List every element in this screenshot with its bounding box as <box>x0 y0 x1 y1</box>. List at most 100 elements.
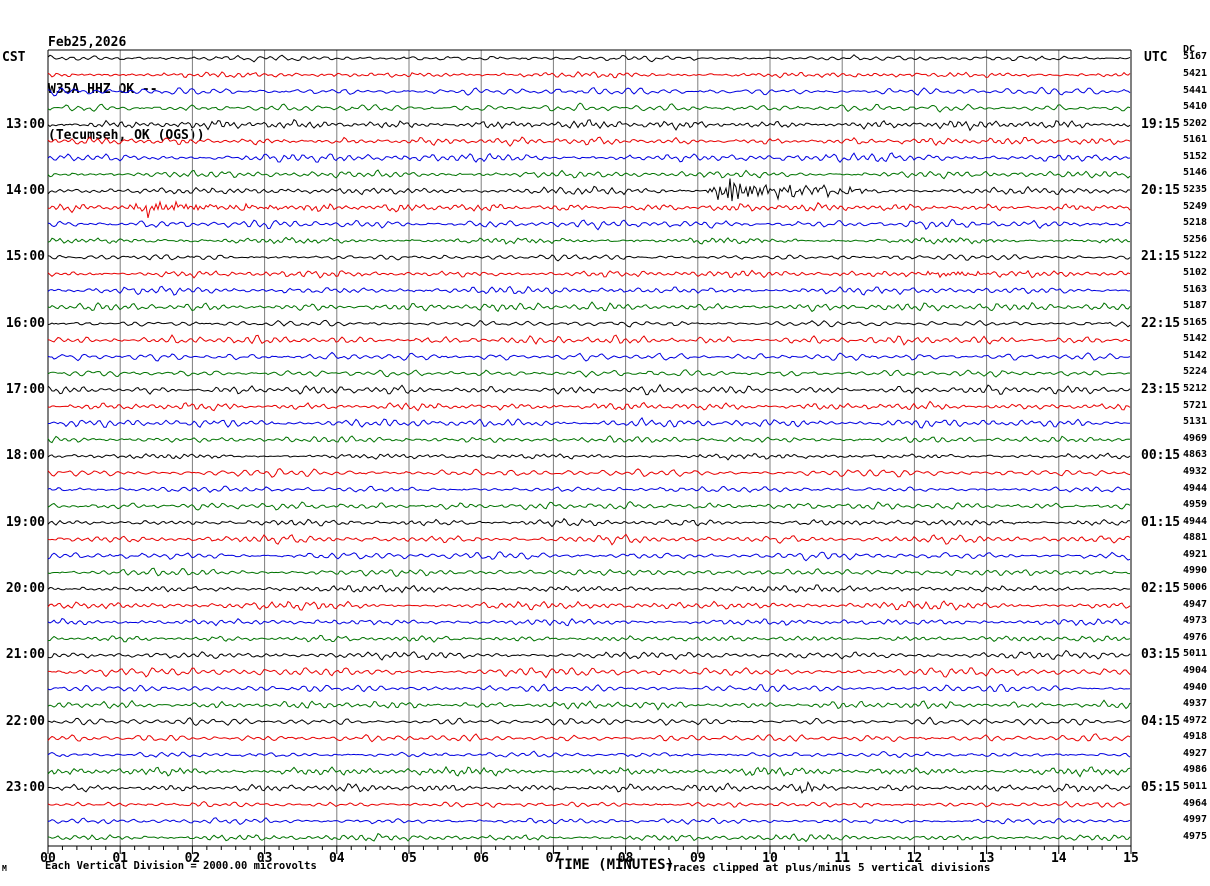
trace-row <box>47 551 1131 562</box>
x-axis-tick-label: 02 <box>184 851 201 866</box>
dc-offset-value: 5212 <box>1183 383 1208 394</box>
cst-hour-label: 20:00 <box>5 581 45 596</box>
dc-offset-value: 4932 <box>1183 465 1208 477</box>
trace-row <box>47 800 1131 808</box>
dc-column-header: DC <box>1183 44 1196 55</box>
header-station: W35A HHZ OK -- <box>48 81 158 97</box>
dc-offset-value: 5011 <box>1183 781 1208 792</box>
trace-row <box>47 584 1131 594</box>
trace-row <box>48 634 1131 643</box>
cst-hour-label: 19:00 <box>5 514 45 530</box>
dc-offset-value: 4990 <box>1183 565 1208 577</box>
dc-offset-value: 5187 <box>1183 300 1208 311</box>
x-axis-tick-label: 00 <box>40 851 56 866</box>
trace-row <box>47 699 1131 711</box>
trace-row <box>47 269 1131 279</box>
dc-offset-value: 5249 <box>1183 200 1208 212</box>
trace-row <box>47 236 1130 245</box>
dc-offset-value: 4944 <box>1183 482 1208 494</box>
dc-offset-value: 4927 <box>1183 747 1208 759</box>
x-axis-tick-label: 04 <box>328 851 345 866</box>
x-axis-tick-label: 14 <box>1050 851 1067 866</box>
cst-hour-label: 22:00 <box>5 713 45 729</box>
trace-row <box>47 468 1131 478</box>
trace-row <box>47 765 1131 778</box>
header-date: Feb25,2026 <box>48 35 127 50</box>
dc-offset-value: 4937 <box>1183 698 1208 709</box>
dc-offset-value: 5152 <box>1183 150 1208 162</box>
trace-row <box>48 200 1131 219</box>
trace-row <box>47 351 1131 362</box>
dc-offset-value: 4947 <box>1183 598 1208 610</box>
dc-offset-value: 5235 <box>1183 184 1208 195</box>
footer-scale-note: Each Vertical Division = 2000.00 microvo… <box>45 860 317 872</box>
utc-hour-label: 02:15 <box>1141 581 1181 596</box>
utc-hour-label: 20:15 <box>1141 183 1181 198</box>
dc-offset-value: 5142 <box>1183 333 1208 345</box>
trace-row <box>47 817 1131 825</box>
dc-offset-value: 4972 <box>1183 714 1208 726</box>
dc-offset-value: 5122 <box>1183 250 1208 262</box>
trace-row <box>47 485 1131 493</box>
x-axis-tick-label: 15 <box>1123 851 1139 866</box>
x-axis-tick-label: 06 <box>473 851 490 866</box>
trace-row <box>47 683 1131 693</box>
trace-row <box>47 517 1130 528</box>
dc-offset-value: 5441 <box>1183 84 1208 96</box>
dc-offset-value: 5131 <box>1183 416 1208 428</box>
dc-offset-value: 4997 <box>1183 814 1208 826</box>
left-axis-title: CST <box>2 50 26 65</box>
utc-hour-label: 23:15 <box>1141 382 1181 397</box>
dc-offset-value: 5224 <box>1183 366 1208 378</box>
trace-row <box>47 118 1131 132</box>
dc-offset-value: 4986 <box>1183 764 1208 776</box>
trace-row <box>47 301 1131 313</box>
trace-row <box>47 733 1131 743</box>
dc-offset-value: 5410 <box>1183 101 1208 112</box>
dc-offset-value: 5202 <box>1183 117 1208 129</box>
dc-offset-value: 5421 <box>1183 67 1208 79</box>
dc-offset-value: 4973 <box>1183 615 1208 627</box>
trace-row <box>47 832 1131 843</box>
trace-row <box>47 136 1131 147</box>
dc-offset-value: 4976 <box>1183 631 1208 643</box>
dc-offset-value: 5102 <box>1183 266 1208 278</box>
dc-offset-value: 5142 <box>1183 349 1208 361</box>
trace-row <box>47 178 1131 202</box>
trace-row <box>47 218 1131 231</box>
trace-row <box>47 253 1131 262</box>
dc-offset-value: 5721 <box>1183 399 1208 411</box>
x-axis-tick-label: 05 <box>401 851 417 866</box>
trace-row <box>47 500 1131 511</box>
trace-row <box>47 285 1131 296</box>
trace-row <box>48 667 1131 679</box>
utc-hour-label: 00:15 <box>1141 448 1181 464</box>
x-axis-tick-label: 11 <box>834 851 851 866</box>
x-axis-tick-label: 10 <box>762 851 778 866</box>
right-axis-title: UTC <box>1144 50 1168 65</box>
cst-hour-label: 14:00 <box>5 183 45 198</box>
trace-row <box>47 102 1131 113</box>
cst-hour-label: 18:00 <box>5 448 45 464</box>
trace-row <box>47 435 1131 444</box>
cst-hour-label: 17:00 <box>5 382 45 397</box>
trace-row <box>47 452 1131 461</box>
trace-row <box>47 400 1131 412</box>
trace-row <box>47 617 1131 627</box>
trace-row <box>47 86 1131 97</box>
dc-offset-value: 4959 <box>1183 499 1208 510</box>
utc-hour-label: 05:15 <box>1141 780 1181 795</box>
x-axis-tick-label: 03 <box>256 851 273 866</box>
corner-glyph: M <box>2 864 7 873</box>
dc-offset-value: 5165 <box>1183 316 1208 328</box>
trace-row <box>47 780 1131 794</box>
x-axis-tick-label: 09 <box>689 851 706 866</box>
trace-row <box>47 750 1131 758</box>
dc-offset-value: 4863 <box>1183 449 1208 461</box>
x-axis-tick-label: 01 <box>112 851 129 866</box>
x-axis-title: TIME (MINUTES) <box>556 857 675 873</box>
trace-row <box>47 369 1131 378</box>
x-axis-tick-label: 12 <box>906 851 923 866</box>
cst-hour-label: 15:00 <box>5 249 45 265</box>
utc-hour-label: 01:15 <box>1141 514 1181 530</box>
